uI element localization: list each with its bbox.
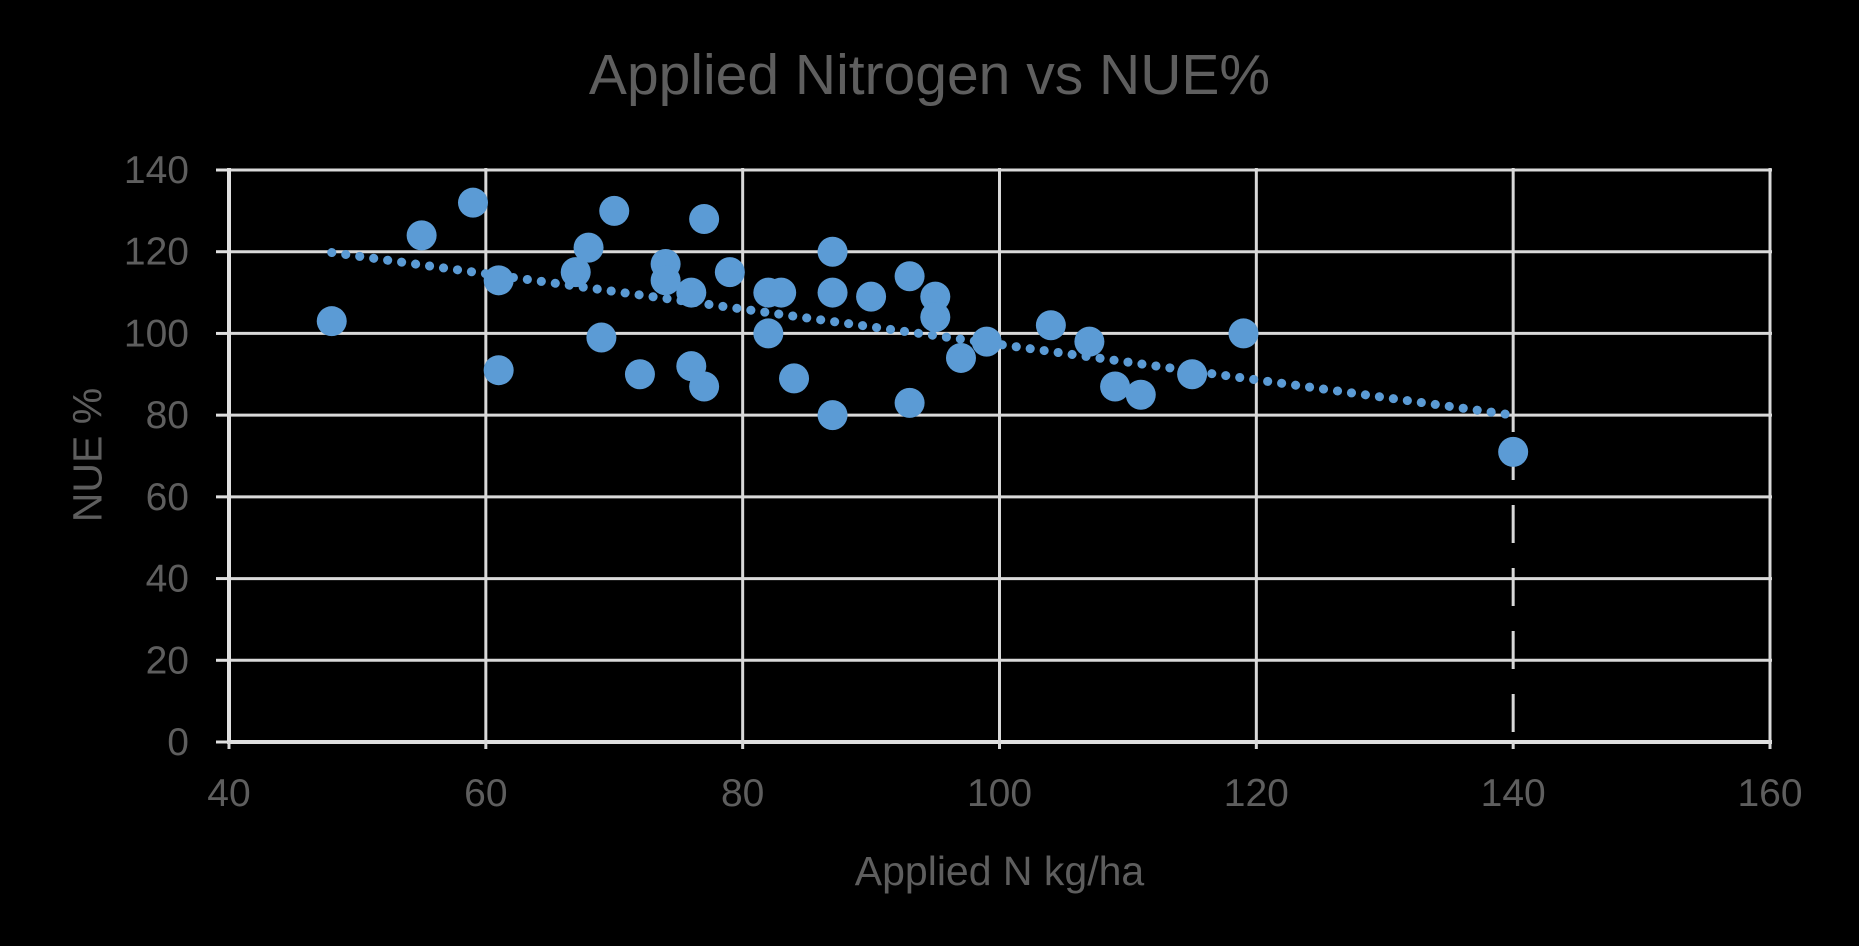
axis-ticks bbox=[216, 168, 1772, 749]
y-tick-label: 20 bbox=[146, 639, 189, 682]
data-point bbox=[766, 277, 797, 308]
data-point bbox=[676, 277, 707, 308]
data-point bbox=[1228, 318, 1259, 349]
data-point bbox=[1035, 310, 1066, 341]
data-point bbox=[624, 359, 655, 390]
x-tick-label: 160 bbox=[1737, 772, 1802, 815]
data-point bbox=[1125, 379, 1156, 410]
y-tick-label: 40 bbox=[146, 558, 189, 601]
data-point bbox=[316, 306, 347, 337]
y-tick-label: 140 bbox=[124, 149, 189, 192]
x-tick-label: 40 bbox=[207, 772, 250, 815]
x-tick-label: 100 bbox=[967, 772, 1032, 815]
data-point bbox=[560, 257, 591, 288]
chart-title: Applied Nitrogen vs NUE% bbox=[588, 43, 1271, 107]
data-point bbox=[1498, 436, 1529, 467]
x-tick-label: 60 bbox=[464, 772, 507, 815]
data-point bbox=[650, 265, 681, 296]
trendline-dotted bbox=[327, 248, 1518, 420]
data-point bbox=[599, 195, 630, 226]
data-point bbox=[894, 387, 925, 418]
tick-labels: 0 20 40 60 80 100 120 140 40 60 80 100 120 140 160 bbox=[124, 149, 1803, 815]
data-point bbox=[753, 318, 784, 349]
y-tick-label: 60 bbox=[146, 476, 189, 519]
data-point bbox=[920, 302, 951, 333]
data-point bbox=[856, 281, 887, 312]
y-tick-label: 120 bbox=[124, 231, 189, 274]
x-axis-title: Applied N kg/ha bbox=[854, 848, 1145, 894]
data-point bbox=[894, 261, 925, 292]
y-tick-label: 80 bbox=[146, 394, 189, 437]
gridlines bbox=[227, 168, 1772, 744]
data-point bbox=[1177, 359, 1208, 390]
data-point bbox=[689, 371, 720, 402]
data-point bbox=[817, 400, 848, 431]
data-point bbox=[817, 236, 848, 267]
y-tick-label: 0 bbox=[167, 721, 189, 764]
data-point bbox=[1100, 371, 1131, 402]
data-points bbox=[316, 187, 1529, 467]
y-tick-label: 100 bbox=[124, 312, 189, 355]
trendline bbox=[327, 248, 1518, 420]
data-point bbox=[457, 187, 488, 218]
x-tick-label: 120 bbox=[1224, 772, 1289, 815]
data-point bbox=[483, 265, 514, 296]
data-point bbox=[779, 363, 810, 394]
data-point bbox=[406, 220, 437, 251]
data-point bbox=[689, 204, 720, 235]
data-point bbox=[573, 232, 604, 263]
data-point bbox=[971, 326, 1002, 357]
data-point bbox=[714, 257, 745, 288]
x-tick-label: 80 bbox=[721, 772, 764, 815]
data-point bbox=[1074, 326, 1105, 357]
x-tick-label: 140 bbox=[1481, 772, 1546, 815]
data-point bbox=[586, 322, 617, 353]
data-point bbox=[945, 342, 976, 373]
data-point bbox=[817, 277, 848, 308]
data-point bbox=[483, 355, 514, 386]
